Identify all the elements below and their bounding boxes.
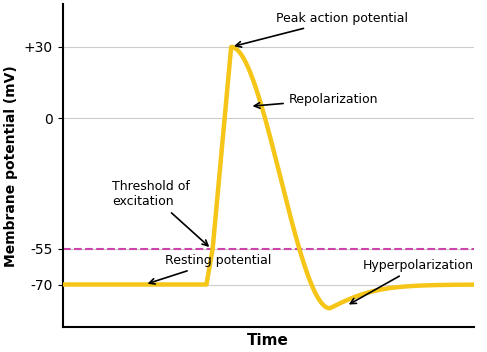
X-axis label: Time: Time — [247, 333, 289, 348]
Y-axis label: Membrane potential (mV): Membrane potential (mV) — [4, 65, 18, 266]
Text: Hyperpolarization: Hyperpolarization — [350, 259, 474, 304]
Text: Peak action potential: Peak action potential — [236, 12, 409, 47]
Text: Repolarization: Repolarization — [254, 93, 378, 108]
Text: Threshold of
excitation: Threshold of excitation — [112, 180, 208, 246]
Text: Resting potential: Resting potential — [149, 254, 272, 284]
